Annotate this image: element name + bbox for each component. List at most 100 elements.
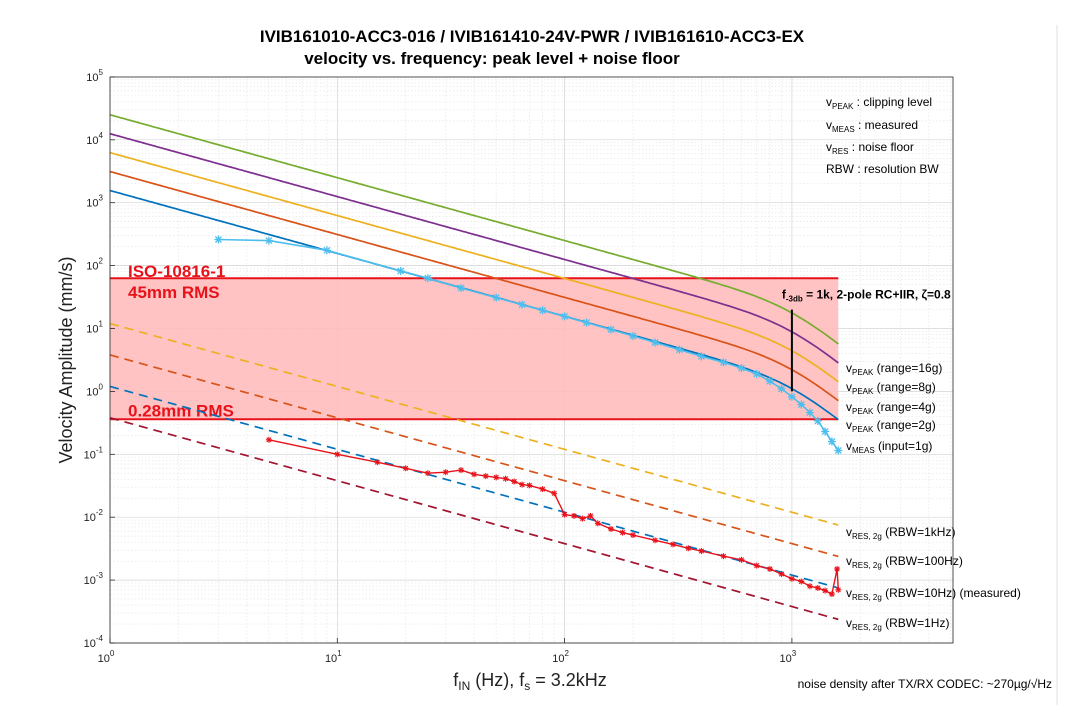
measured-velocity-point: [675, 345, 684, 354]
measured-velocity-point: [737, 364, 746, 373]
measured-noise-point: [788, 575, 795, 582]
measured-velocity-point: [582, 318, 591, 327]
peak-series-label: vMEAS (input=1g): [846, 439, 932, 455]
measured-velocity-point: [787, 392, 796, 401]
marker-stroke: [562, 512, 568, 518]
legend-note: vRES : noise floor: [826, 140, 914, 156]
measured-noise-point: [798, 578, 805, 585]
marker-stroke: [493, 474, 499, 480]
marker-stroke: [778, 571, 785, 577]
measured-noise-point: [482, 473, 489, 480]
noise-series-label: vRES, 2g (RBW=10Hz) (measured): [846, 586, 1021, 602]
y-tick-label: 10-3: [84, 571, 104, 587]
measured-noise-point: [778, 571, 785, 577]
x-tick-label: 102: [552, 649, 569, 665]
y-tick-label: 101: [86, 320, 103, 336]
measured-velocity-point: [629, 332, 637, 340]
measured-noise-point: [834, 566, 841, 572]
marker-stroke: [629, 332, 637, 340]
marker-stroke: [789, 576, 795, 582]
measured-noise-point: [814, 585, 821, 591]
measured-noise-point: [526, 482, 533, 489]
marker-stroke: [551, 490, 557, 496]
measured-velocity-point: [834, 446, 843, 455]
marker-stroke: [652, 537, 658, 543]
x-tick-label: 101: [325, 649, 342, 665]
marker-stroke: [587, 513, 594, 519]
y-tick-label: 10-4: [84, 634, 104, 650]
measured-noise-point: [539, 486, 546, 493]
marker-stroke: [814, 417, 822, 425]
legend-note: vMEAS : measured: [826, 118, 918, 134]
legend-note: vPEAK : clipping level: [826, 95, 932, 111]
footnote: noise density after TX/RX CODEC: ~270µg/…: [798, 677, 1052, 691]
measured-noise-point: [334, 451, 341, 458]
measured-velocity-point: [322, 246, 331, 255]
series-group: [109, 113, 843, 621]
marker-stroke: [685, 545, 691, 551]
measured-velocity-point: [457, 284, 465, 292]
marker-stroke: [829, 591, 835, 597]
marker-stroke: [720, 358, 727, 366]
measured-noise-point: [502, 475, 509, 482]
marker-stroke: [214, 236, 222, 243]
measured-velocity-point: [214, 235, 223, 244]
measured-noise-point: [698, 548, 705, 554]
measured-velocity-point: [492, 293, 501, 302]
marker-stroke: [518, 301, 526, 309]
iso-band: ISO-10816-1 45mm RMS 0.28mm RMS: [110, 262, 839, 421]
measured-noise-point: [720, 553, 727, 560]
marker-stroke: [630, 532, 636, 538]
noise-floor-line: [109, 322, 839, 526]
marker-stroke: [720, 553, 727, 559]
marker-stroke: [443, 469, 449, 475]
marker-stroke: [580, 516, 586, 522]
measured-noise-point: [587, 512, 594, 519]
marker-stroke: [798, 578, 804, 585]
marker-stroke: [374, 459, 380, 465]
measured-noise-point: [608, 526, 614, 532]
measured-noise-point: [822, 587, 829, 594]
measured-velocity-line: [218, 238, 839, 451]
marker-stroke: [458, 467, 464, 473]
measured-velocity-point: [765, 377, 774, 386]
measured-noise-point: [835, 586, 842, 593]
marker-stroke: [620, 530, 626, 536]
measured-noise-point: [652, 537, 659, 544]
noise-series-label: vRES, 2g (RBW=100Hz): [846, 554, 963, 570]
y-tick-label: 105: [86, 68, 103, 84]
ticks-group: 100 101 102 103 10-4 10-3 10-2 10-1 100 101 102 103…: [84, 68, 797, 665]
measured-velocity-point: [264, 236, 273, 245]
x-tick-label: 100: [98, 649, 115, 665]
marker-stroke: [807, 583, 813, 589]
measured-velocity-point: [607, 325, 615, 334]
marker-stroke: [483, 473, 489, 479]
measured-velocity-point: [518, 300, 527, 309]
noise-series-label: vRES, 2g (RBW=1kHz): [846, 525, 955, 541]
marker-stroke: [753, 370, 761, 378]
peak-level-line: [109, 132, 839, 364]
measured-noise-point: [738, 556, 745, 563]
marker-stroke: [334, 451, 340, 457]
marker-stroke: [651, 339, 659, 346]
y-tick-label: 100: [86, 382, 103, 398]
x-axis-label: fIN (Hz), fs = 3.2kHz: [453, 670, 607, 693]
marker-stroke: [425, 470, 431, 476]
y-tick-label: 10-1: [84, 445, 104, 461]
iso-band-label-line1: ISO-10816-1: [128, 262, 225, 281]
measured-noise-point: [442, 469, 449, 476]
marker-stroke: [806, 409, 814, 417]
noise-floor-line: [109, 354, 839, 558]
measured-velocity-point: [423, 274, 432, 283]
measured-noise-point: [424, 470, 431, 477]
marker-stroke: [539, 306, 547, 314]
measured-velocity-point: [560, 312, 569, 321]
marker-stroke: [697, 352, 705, 360]
measured-noise-point: [670, 541, 676, 548]
marker-stroke: [834, 447, 842, 454]
marker-stroke: [571, 513, 577, 519]
y-tick-label: 10-2: [84, 508, 104, 524]
measured-noise-point: [551, 490, 558, 497]
marker-stroke: [403, 465, 409, 471]
